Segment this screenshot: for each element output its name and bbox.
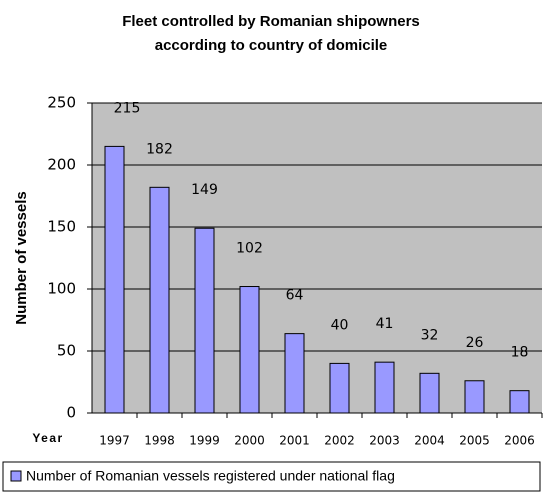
chart-title: Fleet controlled by Romanian shipowners	[122, 13, 420, 30]
data-label: 41	[376, 316, 394, 332]
x-tick-label: 2001	[279, 434, 310, 448]
bar	[374, 361, 395, 414]
bar	[464, 380, 485, 414]
legend-swatch	[10, 470, 22, 482]
data-label: 215	[114, 100, 141, 116]
legend	[2, 461, 541, 492]
x-tick-label: 2004	[414, 434, 445, 448]
bar	[509, 390, 530, 414]
x-tick-label: 2003	[369, 434, 400, 448]
x-tick-label: 1997	[99, 434, 130, 448]
bar	[194, 227, 215, 414]
y-tick-label: 150	[47, 218, 76, 236]
data-label: 64	[286, 288, 304, 304]
y-axis-title: Number of vessels	[13, 191, 30, 324]
bar	[149, 186, 170, 414]
data-label: 26	[466, 335, 484, 351]
x-tick-label: 1999	[189, 434, 220, 448]
data-label: 149	[191, 182, 218, 198]
bar	[104, 145, 125, 414]
x-tick-label: 2006	[504, 434, 535, 448]
y-tick-label: 0	[66, 404, 76, 422]
data-label: 182	[146, 141, 173, 157]
y-tick-label: 100	[47, 280, 76, 298]
data-label: 102	[236, 241, 263, 257]
data-label: 40	[331, 317, 349, 333]
bar	[284, 333, 305, 414]
bar	[419, 372, 440, 414]
y-tick-label: 200	[47, 156, 76, 174]
legend-label: Number of Romanian vessels registered un…	[26, 468, 395, 484]
data-label: 32	[421, 327, 439, 343]
x-axis-title: Year	[32, 431, 63, 445]
chart-title: according to country of domicile	[155, 37, 388, 54]
bar	[239, 286, 260, 414]
y-tick-label: 50	[57, 342, 76, 360]
x-tick-label: 2002	[324, 434, 355, 448]
x-tick-label: 2005	[459, 434, 490, 448]
y-tick-label: 250	[47, 94, 76, 112]
x-tick-label: 2000	[234, 434, 265, 448]
data-label: 18	[511, 345, 529, 361]
x-tick-label: 1998	[144, 434, 175, 448]
bar	[329, 362, 350, 414]
